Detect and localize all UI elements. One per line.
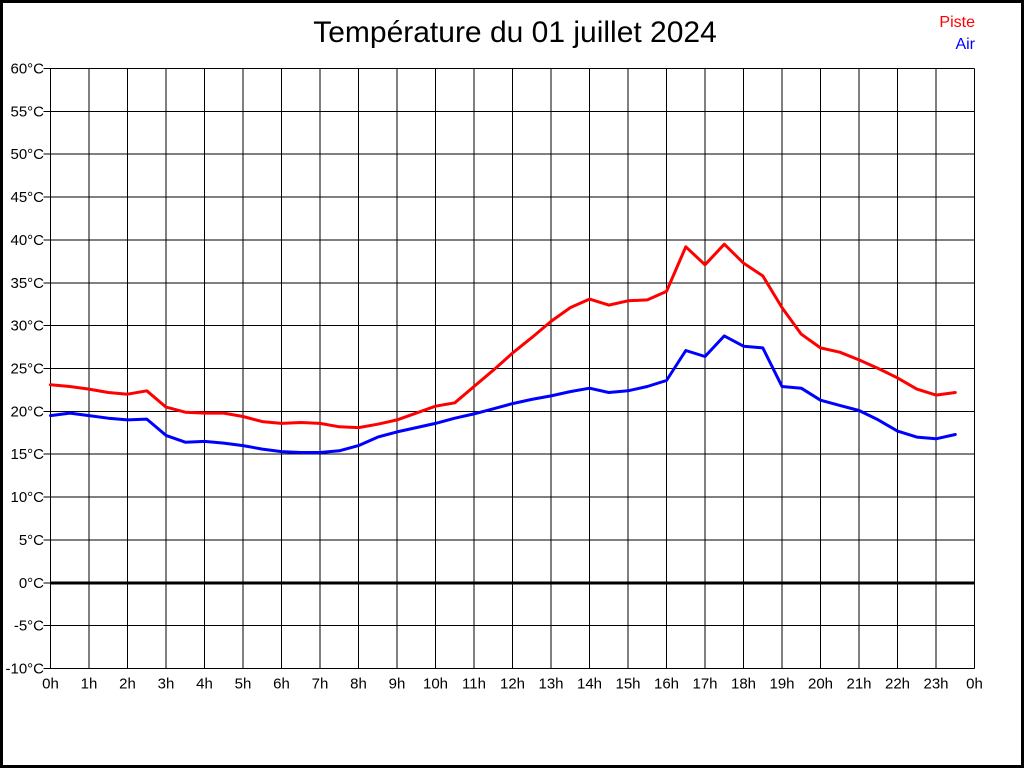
x-tick-label: 3h: [158, 676, 175, 693]
chart-legend: Piste Air: [939, 12, 975, 56]
x-tick-label: 9h: [389, 676, 406, 693]
x-tick-label: 4h: [196, 676, 213, 693]
x-tick-label: 0h: [42, 676, 59, 693]
x-tick-label: 19h: [769, 676, 794, 693]
x-tick-label: 12h: [500, 676, 525, 693]
x-tick-label: 0h: [966, 676, 983, 693]
x-tick-label: 1h: [81, 676, 98, 693]
chart-title: Température du 01 juillet 2024: [313, 16, 717, 49]
y-tick-label: 15°C: [10, 446, 44, 463]
y-tick-label: 60°C: [10, 61, 44, 78]
x-tick-label: 10h: [423, 676, 448, 693]
x-tick-label: 2h: [119, 676, 136, 693]
x-tick-label: 17h: [692, 676, 717, 693]
series-line-piste: [49, 242, 957, 430]
series-line-air: [49, 334, 957, 454]
y-tick-label: 0°C: [19, 575, 44, 592]
y-tick-label: 25°C: [10, 361, 44, 378]
y-tick-label: 55°C: [10, 103, 44, 120]
y-tick-label: 45°C: [10, 189, 44, 206]
x-tick-label: 23h: [923, 676, 948, 693]
x-tick-label: 7h: [312, 676, 329, 693]
legend-item-air: Air: [955, 36, 975, 53]
x-tick-label: 21h: [846, 676, 871, 693]
x-tick-label: 11h: [462, 676, 486, 693]
x-tick-label: 18h: [731, 676, 756, 693]
y-tick-label: 10°C: [10, 489, 44, 506]
x-tick-label: 16h: [654, 676, 679, 693]
y-tick-label: -5°C: [14, 618, 44, 635]
x-tick-label: 13h: [538, 676, 563, 693]
x-tick-label: 15h: [615, 676, 640, 693]
y-tick-label: 50°C: [10, 146, 44, 163]
y-tick-label: 30°C: [10, 318, 44, 335]
x-tick-label: 8h: [350, 676, 367, 693]
legend-item-piste: Piste: [939, 14, 975, 31]
y-tick-label: 5°C: [19, 532, 44, 549]
y-tick-label: 40°C: [10, 232, 44, 249]
x-tick-label: 6h: [273, 676, 290, 693]
y-tick-label: -10°C: [5, 661, 44, 678]
y-tick-label: 20°C: [10, 403, 44, 420]
x-tick-label: 22h: [885, 676, 910, 693]
y-tick-label: 35°C: [10, 275, 44, 292]
x-tick-label: 20h: [808, 676, 833, 693]
x-tick-label: 5h: [235, 676, 252, 693]
x-tick-label: 14h: [577, 676, 602, 693]
